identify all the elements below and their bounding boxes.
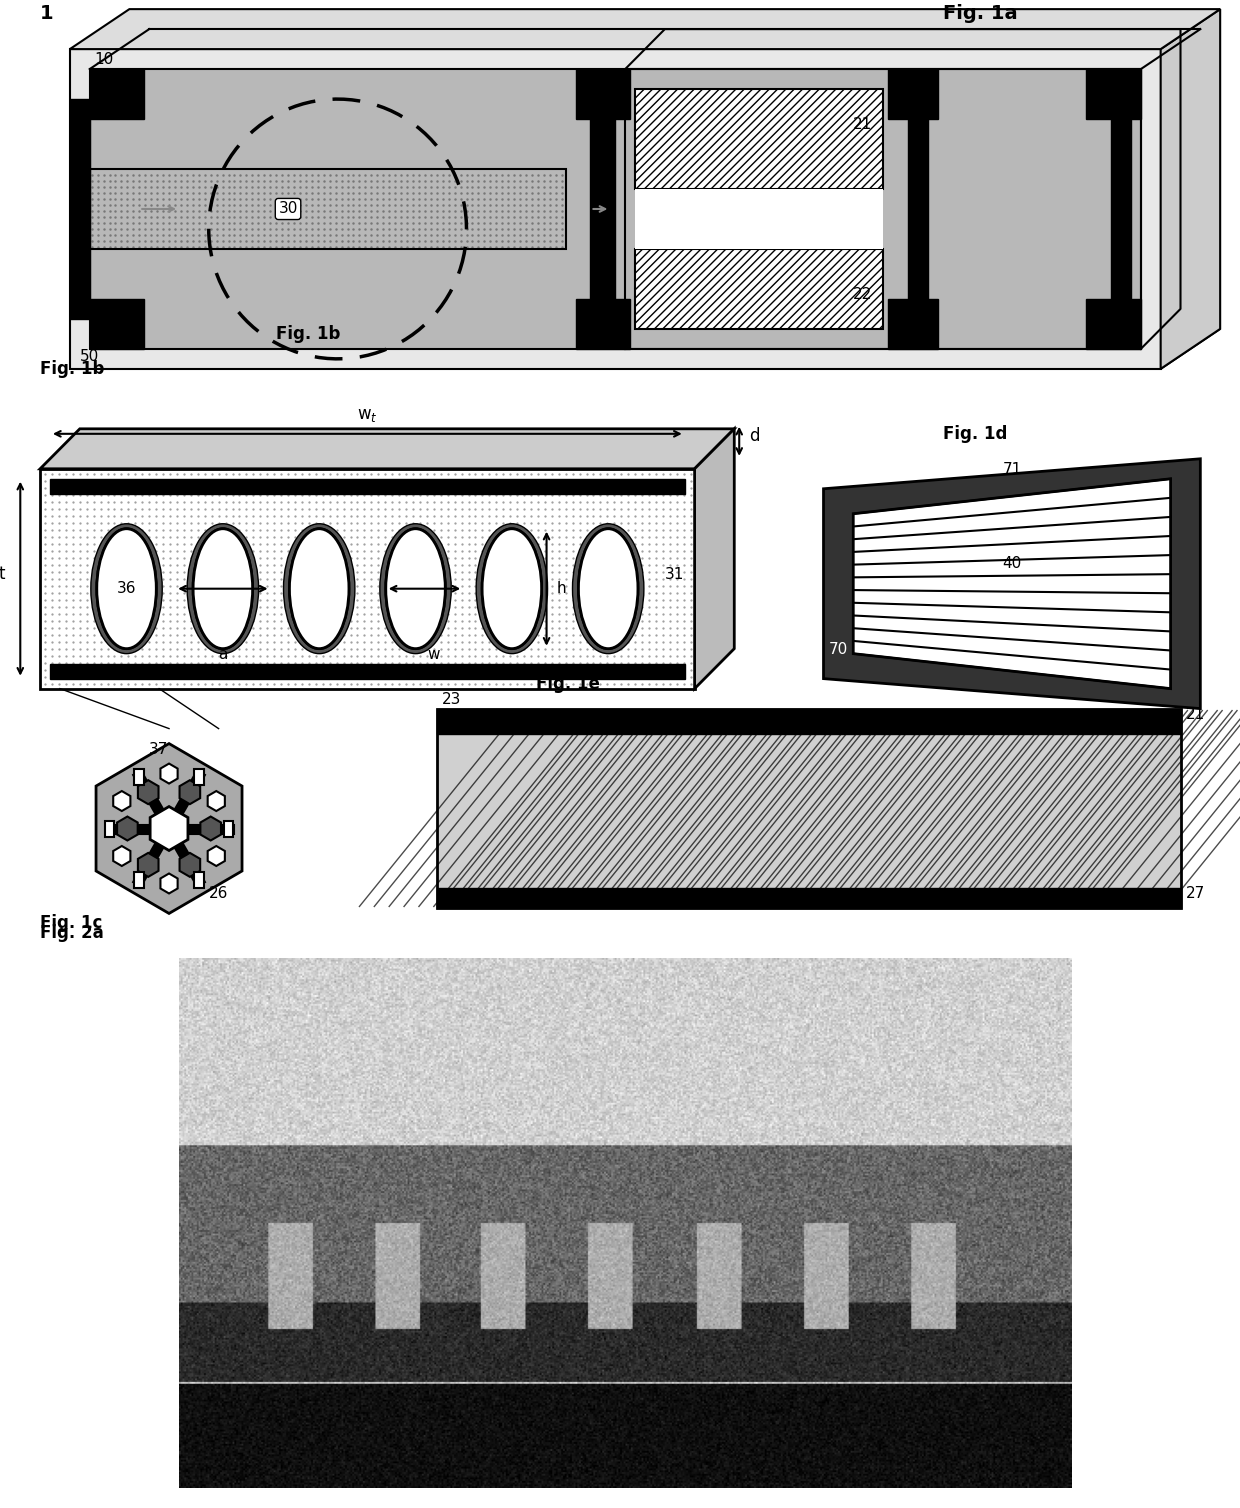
Bar [50, 478, 684, 493]
Ellipse shape [193, 529, 253, 648]
Text: 26: 26 [208, 887, 228, 902]
Bar [193, 769, 203, 784]
Bar [40, 469, 694, 689]
Text: Fig. 1d: Fig. 1d [942, 425, 1007, 443]
Ellipse shape [578, 529, 637, 648]
Text: t: t [0, 564, 5, 582]
Polygon shape [207, 792, 224, 811]
Bar [908, 115, 928, 305]
Polygon shape [138, 854, 159, 876]
Ellipse shape [289, 529, 348, 648]
Bar [1086, 69, 1141, 119]
Text: Fig. 1c: Fig. 1c [40, 914, 103, 932]
Text: Fig. 1b: Fig. 1b [40, 360, 104, 379]
Polygon shape [1161, 9, 1220, 369]
Ellipse shape [386, 529, 445, 648]
Polygon shape [694, 428, 734, 689]
Text: 32: 32 [55, 481, 74, 496]
Text: 50: 50 [79, 348, 99, 363]
Bar [888, 299, 937, 348]
Bar [436, 709, 1180, 733]
Text: Fig. 1a: Fig. 1a [942, 5, 1017, 23]
Polygon shape [95, 743, 242, 914]
Bar [89, 69, 144, 119]
Text: a: a [218, 647, 228, 662]
Polygon shape [69, 9, 1220, 50]
Text: 27: 27 [1185, 887, 1205, 902]
Bar [575, 69, 630, 119]
Bar [69, 100, 89, 318]
Text: 40: 40 [1002, 556, 1022, 572]
Ellipse shape [97, 529, 156, 648]
Ellipse shape [187, 523, 259, 653]
Text: h: h [557, 581, 567, 596]
Polygon shape [823, 458, 1200, 709]
Polygon shape [160, 873, 177, 893]
Ellipse shape [386, 529, 445, 648]
Ellipse shape [379, 523, 451, 653]
Text: Fig. 1b: Fig. 1b [275, 324, 340, 342]
Text: 1: 1 [40, 5, 53, 23]
Bar [590, 115, 615, 305]
Bar [89, 169, 565, 249]
Polygon shape [138, 780, 159, 804]
Bar [223, 820, 233, 837]
Text: 23: 23 [441, 692, 461, 707]
Text: 10: 10 [94, 53, 114, 66]
Bar [1086, 299, 1141, 348]
Text: d: d [749, 427, 760, 445]
Text: w: w [427, 647, 440, 662]
Ellipse shape [482, 529, 542, 648]
Text: 22: 22 [853, 287, 873, 302]
Ellipse shape [193, 529, 253, 648]
Polygon shape [113, 792, 130, 811]
Text: 21: 21 [853, 118, 873, 133]
Text: 71: 71 [1002, 461, 1022, 477]
Text: 21: 21 [1185, 707, 1205, 722]
Text: w$_t$: w$_t$ [357, 406, 378, 424]
Bar [134, 769, 144, 784]
Polygon shape [207, 846, 224, 866]
Bar [436, 888, 1180, 908]
Text: 30: 30 [278, 202, 298, 217]
Polygon shape [69, 329, 1220, 369]
Ellipse shape [578, 529, 637, 648]
Text: 70: 70 [828, 641, 848, 656]
Text: 36: 36 [117, 581, 136, 596]
Polygon shape [180, 780, 200, 804]
Text: Fig. 2a: Fig. 2a [40, 924, 104, 942]
Text: Fig. 1e: Fig. 1e [536, 674, 600, 692]
Bar [635, 89, 883, 188]
Ellipse shape [91, 523, 162, 653]
Bar [193, 873, 203, 888]
Polygon shape [113, 846, 130, 866]
Ellipse shape [482, 529, 542, 648]
Bar [888, 69, 937, 119]
Ellipse shape [284, 523, 355, 653]
Polygon shape [117, 816, 138, 840]
Bar [635, 249, 883, 329]
Polygon shape [201, 816, 221, 840]
Bar [69, 50, 1161, 369]
Bar [635, 188, 883, 249]
Ellipse shape [573, 523, 644, 653]
Polygon shape [180, 854, 200, 876]
Ellipse shape [289, 529, 348, 648]
Ellipse shape [476, 523, 548, 653]
Polygon shape [40, 428, 734, 469]
Bar [89, 299, 144, 348]
Bar [436, 709, 1180, 908]
Polygon shape [150, 807, 188, 851]
Bar [575, 299, 630, 348]
Polygon shape [160, 763, 177, 784]
Bar [134, 873, 144, 888]
Bar [50, 664, 684, 679]
Bar [89, 69, 1141, 348]
Bar [104, 820, 114, 837]
Polygon shape [853, 478, 1171, 689]
Bar [1111, 115, 1131, 305]
Ellipse shape [97, 529, 156, 648]
Text: 37: 37 [149, 742, 169, 757]
Text: 31: 31 [665, 567, 684, 582]
